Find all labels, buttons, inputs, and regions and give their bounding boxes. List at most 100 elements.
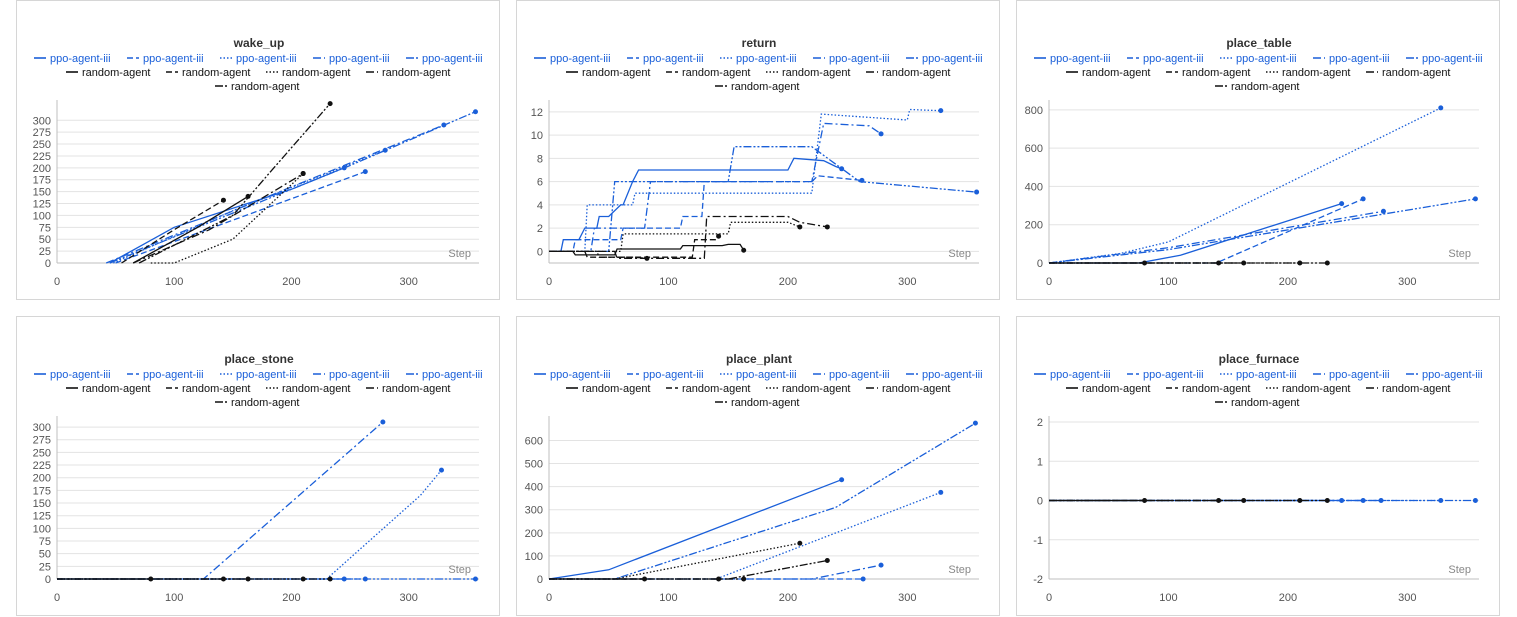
legend-item[interactable]: ppo-agent-iii xyxy=(220,369,297,381)
legend-item[interactable]: ppo-agent-iii xyxy=(313,369,390,381)
legend-item[interactable]: random-agent xyxy=(666,67,751,79)
legend-item[interactable]: random-agent xyxy=(715,397,800,409)
x-tick-label: 0 xyxy=(546,592,552,604)
legend-item[interactable]: ppo-agent-iii xyxy=(1313,369,1390,381)
legend-item[interactable]: ppo-agent-iii xyxy=(813,53,890,65)
legend-item[interactable]: random-agent xyxy=(866,383,951,395)
y-tick-label: -2 xyxy=(1033,574,1043,586)
legend-item[interactable]: random-agent xyxy=(666,383,751,395)
series-end-point xyxy=(300,171,306,177)
legend-item[interactable]: random-agent xyxy=(66,67,151,79)
legend-item[interactable]: ppo-agent-iii xyxy=(534,369,611,381)
legend-item[interactable]: ppo-agent-iii xyxy=(534,53,611,65)
legend-label: ppo-agent-iii xyxy=(1329,369,1390,381)
legend-label: random-agent xyxy=(1182,67,1251,79)
legend-item[interactable]: random-agent xyxy=(1166,383,1251,395)
y-tick-label: 10 xyxy=(531,130,543,142)
legend-label: ppo-agent-iii xyxy=(1422,53,1483,65)
series-end-point xyxy=(245,193,251,199)
legend-item[interactable]: random-agent xyxy=(1215,397,1300,409)
legend-item[interactable]: ppo-agent-iii xyxy=(127,53,204,65)
legend-item[interactable]: ppo-agent-iii xyxy=(1313,53,1390,65)
legend-item[interactable]: random-agent xyxy=(766,67,851,79)
legend-item[interactable]: random-agent xyxy=(66,383,151,395)
legend-item[interactable]: random-agent xyxy=(215,397,300,409)
legend-label: random-agent xyxy=(1082,67,1151,79)
y-tick-label: 50 xyxy=(39,549,51,561)
legend-item[interactable]: random-agent xyxy=(215,81,300,93)
legend-item[interactable]: ppo-agent-iii xyxy=(720,53,797,65)
legend-item[interactable]: ppo-agent-iii xyxy=(1034,53,1111,65)
legend-label: ppo-agent-iii xyxy=(550,53,611,65)
legend-item[interactable]: random-agent xyxy=(715,81,800,93)
legend-item[interactable]: random-agent xyxy=(1266,383,1351,395)
legend-item[interactable]: random-agent xyxy=(1215,81,1300,93)
x-tick-label: 0 xyxy=(54,276,60,288)
series-line xyxy=(549,215,828,259)
legend-item[interactable]: random-agent xyxy=(266,383,351,395)
legend-item[interactable]: ppo-agent-iii xyxy=(34,369,111,381)
legend-item[interactable]: ppo-agent-iii xyxy=(906,53,983,65)
legend-item[interactable]: ppo-agent-iii xyxy=(1406,53,1483,65)
legend-item[interactable]: random-agent xyxy=(566,67,651,79)
legend-item[interactable]: random-agent xyxy=(566,383,651,395)
legend-item[interactable]: ppo-agent-iii xyxy=(1220,369,1297,381)
chart-svg: place_table ppo-agent-iii ppo-agent-iii ppo… xyxy=(1025,36,1483,288)
panel-return: return ppo-agent-iii ppo-agent-iii ppo-agen… xyxy=(516,0,1000,300)
legend-item[interactable]: ppo-agent-iii xyxy=(1406,369,1483,381)
y-tick-label: 0 xyxy=(537,246,543,258)
legend-label: ppo-agent-iii xyxy=(1143,369,1204,381)
series-line xyxy=(549,108,941,253)
y-tick-label: 175 xyxy=(33,485,51,497)
x-axis-label: Step xyxy=(448,564,471,576)
y-tick-label: 200 xyxy=(33,473,51,485)
legend-item[interactable]: random-agent xyxy=(866,67,951,79)
legend-item[interactable]: ppo-agent-iii xyxy=(406,369,483,381)
legend-label: ppo-agent-iii xyxy=(329,53,390,65)
legend-item[interactable]: random-agent xyxy=(1266,67,1351,79)
legend-label: ppo-agent-iii xyxy=(736,53,797,65)
legend-item[interactable]: random-agent xyxy=(1366,383,1451,395)
legend-item[interactable]: random-agent xyxy=(166,383,251,395)
legend-item[interactable]: random-agent xyxy=(1166,67,1251,79)
y-tick-label: 300 xyxy=(33,422,51,434)
legend-item[interactable]: random-agent xyxy=(166,67,251,79)
legend-item[interactable]: ppo-agent-iii xyxy=(906,369,983,381)
legend-item[interactable]: ppo-agent-iii xyxy=(127,369,204,381)
legend-item[interactable]: ppo-agent-iii xyxy=(406,53,483,65)
legend-item[interactable]: ppo-agent-iii xyxy=(720,369,797,381)
legend-label: ppo-agent-iii xyxy=(422,53,483,65)
legend-item[interactable]: random-agent xyxy=(266,67,351,79)
legend-item[interactable]: random-agent xyxy=(366,67,451,79)
panel-place-stone: place_stone ppo-agent-iii ppo-agent-iii ppo… xyxy=(16,316,500,616)
y-tick-label: 75 xyxy=(39,222,51,234)
legend-item[interactable]: random-agent xyxy=(1066,67,1151,79)
series-line xyxy=(1049,202,1342,264)
legend-item[interactable]: ppo-agent-iii xyxy=(220,53,297,65)
x-tick-label: 100 xyxy=(165,276,183,288)
legend-item[interactable]: ppo-agent-iii xyxy=(1034,369,1111,381)
legend-label: ppo-agent-iii xyxy=(50,53,111,65)
legend-item[interactable]: ppo-agent-iii xyxy=(627,53,704,65)
y-tick-label: 300 xyxy=(525,505,543,517)
legend-item[interactable]: ppo-agent-iii xyxy=(1220,53,1297,65)
legend-label: ppo-agent-iii xyxy=(1236,53,1297,65)
legend-item[interactable]: random-agent xyxy=(1066,383,1151,395)
legend-item[interactable]: ppo-agent-iii xyxy=(1127,369,1204,381)
legend-item[interactable]: ppo-agent-iii xyxy=(34,53,111,65)
legend-item[interactable]: ppo-agent-iii xyxy=(313,53,390,65)
legend-item[interactable]: ppo-agent-iii xyxy=(813,369,890,381)
series-end-point xyxy=(1297,498,1303,503)
legend-item[interactable]: random-agent xyxy=(1366,67,1451,79)
legend-item[interactable]: ppo-agent-iii xyxy=(627,369,704,381)
y-tick-label: 275 xyxy=(33,127,51,139)
legend-label: random-agent xyxy=(731,397,800,409)
x-tick-label: 100 xyxy=(165,592,183,604)
series-line xyxy=(1048,210,1384,264)
series-end-point xyxy=(878,562,884,568)
panel-place-table: place_table ppo-agent-iii ppo-agent-iii ppo… xyxy=(1016,0,1500,300)
legend-item[interactable]: random-agent xyxy=(366,383,451,395)
legend-item[interactable]: random-agent xyxy=(766,383,851,395)
series-end-point xyxy=(938,108,944,114)
legend-item[interactable]: ppo-agent-iii xyxy=(1127,53,1204,65)
